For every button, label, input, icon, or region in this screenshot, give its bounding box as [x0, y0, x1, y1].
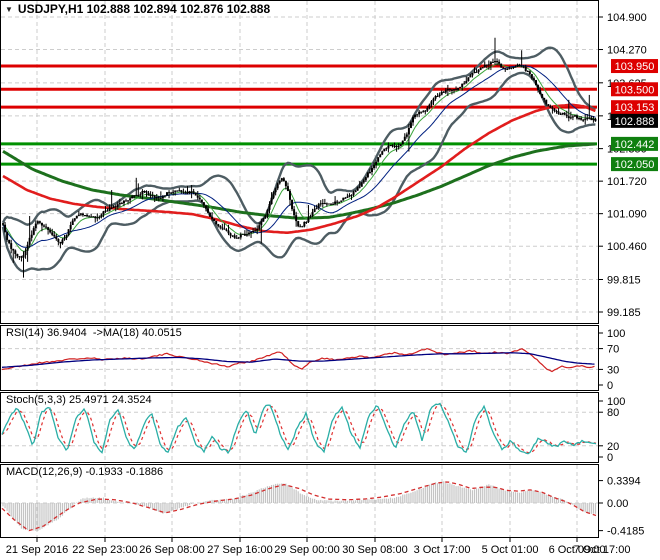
candlesticks	[2, 37, 597, 278]
indicator-axis-label: -0.4185	[607, 526, 644, 538]
indicator-axis-label: 100	[607, 328, 625, 340]
current-price-badge: 102.888	[611, 113, 658, 128]
price-badge-label: 102.888	[615, 116, 655, 128]
price-badge-label: 103.153	[615, 102, 655, 114]
rsi-panel-frame	[0, 325, 599, 391]
indicator-axis-label: 0	[607, 452, 613, 464]
time-axis-label: 21 Sep 2016	[6, 544, 68, 556]
price-axis-label: 99.815	[607, 274, 641, 286]
price-badge-label: 102.050	[615, 159, 655, 171]
price-badge-label: 103.500	[615, 84, 655, 96]
rsi-panel	[1, 347, 595, 373]
macd-signal-line	[1, 481, 597, 532]
macd-histogram	[2, 481, 597, 532]
indicator-axis-label: 0.00	[607, 498, 628, 510]
price-axis-label: 100.460	[607, 241, 647, 253]
bollinger-lower-band	[1, 71, 596, 273]
price-axis-label: 101.720	[607, 176, 647, 188]
indicator-axis-label: 100	[607, 396, 625, 408]
rsi-ma-line	[1, 352, 595, 368]
time-axis-label: 5 Oct 01:00	[482, 544, 539, 556]
bollinger-upper-band	[1, 46, 596, 226]
indicator-axis-label: 0.3394	[607, 476, 641, 488]
indicator-axis-label: 0	[607, 380, 613, 392]
main-panel-frame	[0, 0, 599, 324]
time-axis-label: 6 Oct 09:00	[549, 544, 606, 556]
slow-green-ma-line	[2, 142, 596, 220]
price-badge-label: 102.442	[615, 139, 655, 151]
time-axis-label: 22 Sep 23:00	[72, 544, 137, 556]
macd-panel-frame	[0, 464, 599, 538]
main-price-panel	[1, 37, 597, 278]
price-line-badge: 102.442	[611, 136, 658, 151]
price-line-badge: 102.050	[611, 157, 658, 172]
time-axis-label: 3 Oct 17:00	[414, 544, 471, 556]
price-axis: 104.900104.270103.625102.985102.350101.7…	[598, 12, 658, 538]
stochastic-signal-line	[1, 403, 597, 454]
time-axis-label: 7 Oct 17:00	[574, 544, 631, 556]
price-axis-label: 101.090	[607, 209, 647, 221]
price-axis-label: 104.270	[607, 45, 647, 57]
chart-dropdown-icon[interactable]: ▼	[5, 4, 13, 14]
price-axis-label: 99.185	[607, 307, 641, 319]
price-line-badge: 103.950	[611, 59, 658, 74]
price-axis-label: 104.900	[607, 12, 647, 24]
price-line-badge: 103.153	[611, 100, 658, 115]
price-line-badge: 103.500	[611, 82, 658, 97]
time-axis-label: 26 Sep 08:00	[139, 544, 204, 556]
macd-panel	[1, 481, 597, 532]
stochastic-panel	[1, 402, 597, 455]
indicator-axis-label: 70	[607, 344, 619, 356]
time-axis-label: 30 Sep 08:00	[342, 544, 407, 556]
time-axis-label: 29 Sep 00:00	[274, 544, 339, 556]
time-axis: 21 Sep 2016 22 Sep 23:00 26 Sep 08:00 27 Se…	[6, 538, 631, 556]
indicator-axis-label: 80	[607, 407, 619, 419]
stochastic-main-line	[1, 402, 597, 455]
red-ma-line	[2, 103, 596, 234]
sto-panel-frame	[0, 392, 599, 463]
indicator-axis-label: 20	[607, 441, 619, 453]
price-badge-label: 103.950	[615, 61, 655, 73]
bollinger-middle-band	[2, 65, 596, 248]
time-axis-label: 27 Sep 16:00	[207, 544, 272, 556]
indicator-axis-label: 30	[607, 364, 619, 376]
